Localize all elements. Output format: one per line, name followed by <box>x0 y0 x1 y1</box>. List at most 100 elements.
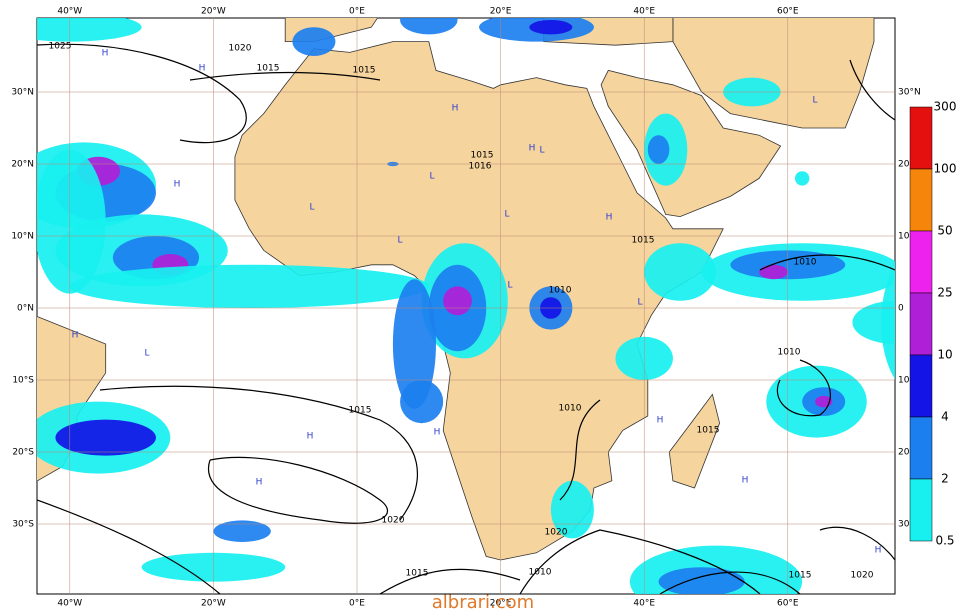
lat-label-right: 20 <box>898 160 910 170</box>
precip-area <box>69 264 429 308</box>
lat-label-left: 10°S <box>12 376 34 386</box>
isobar-label: 1020 <box>851 571 874 581</box>
isobar <box>659 571 801 594</box>
pressure-center: L <box>429 172 434 182</box>
isobar-label: 1015 <box>353 66 376 76</box>
legend-swatch <box>909 478 933 542</box>
isobar <box>819 526 895 561</box>
precip-area <box>37 18 142 42</box>
land <box>672 18 875 129</box>
precip-area <box>759 264 788 280</box>
lat-label-right: 0 <box>898 304 904 314</box>
lon-label-bottom: 40°W <box>57 599 82 609</box>
precip-area <box>213 520 271 542</box>
legend-label: 25 <box>937 286 952 300</box>
isobar <box>849 59 895 121</box>
pressure-center: H <box>307 432 314 442</box>
lat-label-right: 30 <box>898 520 910 530</box>
lon-label-bottom: 60°E <box>777 599 799 609</box>
pressure-center: H <box>72 331 79 341</box>
lon-label-top: 20°W <box>201 7 226 17</box>
pressure-center: L <box>637 298 642 308</box>
legend-label: 100 <box>934 162 957 176</box>
lon-label-top: 20°E <box>490 7 512 17</box>
isobar <box>519 529 761 594</box>
pressure-center: H <box>606 213 613 223</box>
precip-area <box>794 171 810 186</box>
pressure-center: L <box>539 146 544 156</box>
legend-swatch <box>909 292 933 356</box>
isobar <box>379 568 521 594</box>
pressure-center: H <box>256 478 263 488</box>
isobar-label: 1010 <box>559 404 582 414</box>
pressure-center: H <box>434 428 441 438</box>
legend-label: 300 <box>934 100 957 114</box>
lat-label-right: 10 <box>898 232 910 242</box>
precip-area <box>529 20 573 35</box>
precip-area <box>292 27 336 56</box>
isobar-label: 1010 <box>549 286 572 296</box>
pressure-center: H <box>657 416 664 426</box>
watermark: albrari.com <box>432 592 534 612</box>
precip-area <box>37 149 106 294</box>
isobar <box>99 385 418 521</box>
pressure-center: L <box>504 210 509 220</box>
isobar-label: 1010 <box>794 258 817 268</box>
pressure-center: L <box>397 236 402 246</box>
precip-area <box>852 300 895 344</box>
lon-label-top: 40°E <box>633 7 655 17</box>
isobar <box>189 71 381 81</box>
lon-label-top: 60°E <box>777 7 799 17</box>
lon-label-top: 0°E <box>349 7 365 17</box>
isobar-label: 1015 <box>257 64 280 74</box>
isobar <box>559 399 601 501</box>
legend-label: 50 <box>937 224 952 238</box>
isobar-label: 1015 <box>697 426 720 436</box>
isobar-label: 1015 <box>632 236 655 246</box>
lon-label-bottom: 20°E <box>490 599 512 609</box>
isobar-label: 1020 <box>382 516 405 526</box>
land <box>668 393 721 489</box>
precip-area <box>400 18 458 35</box>
pressure-center: H <box>102 49 109 59</box>
isobar-label: 1020 <box>229 44 252 54</box>
pressure-center: H <box>875 546 882 556</box>
lon-label-bottom: 20°W <box>201 599 226 609</box>
isobar <box>207 456 389 524</box>
lat-label-right: 20 <box>898 448 910 458</box>
lat-label-left: 20°N <box>11 160 34 170</box>
precip-area <box>443 286 472 316</box>
legend-swatch <box>909 230 933 294</box>
legend-swatch <box>909 168 933 232</box>
legend-label: 2 <box>941 472 949 486</box>
isobar <box>37 43 247 144</box>
precip-area <box>658 567 745 594</box>
isobar <box>759 254 895 271</box>
land <box>600 69 782 218</box>
precip-area <box>55 419 156 456</box>
lon-label-top: 40°W <box>57 7 82 17</box>
isobar-label: 1010 <box>778 348 801 358</box>
lat-label-right: 10 <box>898 376 910 386</box>
isobar-label: 1025 <box>49 42 72 52</box>
precip-area <box>647 135 670 165</box>
legend-label: 10 <box>937 348 952 362</box>
lat-label-left: 10°N <box>11 232 34 242</box>
legend-swatch <box>909 106 933 170</box>
pressure-center: H <box>742 476 749 486</box>
precip-area <box>392 279 436 409</box>
precip-area <box>644 243 716 301</box>
lat-label-left: 30°S <box>12 520 34 530</box>
isobar-label: 1020 <box>545 528 568 538</box>
pressure-center: H <box>452 104 459 114</box>
isobar-label: 1015 <box>471 151 494 161</box>
lat-label-left: 30°N <box>11 88 34 98</box>
pressure-center: L <box>144 349 149 359</box>
pressure-center: L <box>309 203 314 213</box>
isobar-label: 1015 <box>789 571 812 581</box>
pressure-center: L <box>812 96 817 106</box>
isobar-label: 1015 <box>349 406 372 416</box>
pressure-center: H <box>199 64 206 74</box>
